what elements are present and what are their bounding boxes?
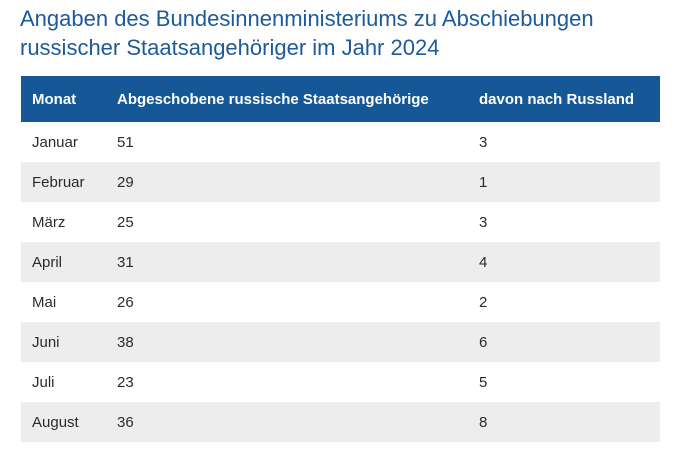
cell-to-russia: 3	[479, 133, 488, 151]
title-line-2: russischer Staatsangehöriger im Jahr 202…	[20, 35, 440, 60]
cell-deported: 25	[117, 213, 134, 231]
cell-month: Juni	[32, 333, 60, 351]
cell-to-russia: 4	[479, 253, 488, 271]
table-row: Mai 26 2	[21, 282, 660, 322]
table-row: April 31 4	[21, 242, 660, 282]
cell-deported: 38	[117, 333, 134, 351]
cell-month: Juli	[32, 373, 55, 391]
cell-to-russia: 5	[479, 373, 488, 391]
cell-month: April	[32, 253, 63, 271]
table-header: Monat Abgeschobene russische Staatsangeh…	[21, 76, 660, 122]
cell-deported: 26	[117, 293, 134, 311]
cell-month: August	[32, 413, 79, 431]
cell-deported: 31	[117, 253, 134, 271]
cell-to-russia: 2	[479, 293, 488, 311]
cell-to-russia: 8	[479, 413, 488, 431]
table-row: Juli 23 5	[21, 362, 660, 402]
cell-deported: 36	[117, 413, 134, 431]
title-line-1: Angaben des Bundesinnenministeriums zu A…	[20, 6, 594, 31]
table-row: Juni 38 6	[21, 322, 660, 362]
table-row: August 36 8	[21, 402, 660, 442]
cell-to-russia: 6	[479, 333, 488, 351]
table-body: Januar 51 3 Februar 29 1 März 25 3 April…	[21, 122, 660, 442]
table-row: Februar 29 1	[21, 162, 660, 202]
column-header-month: Monat	[32, 90, 77, 108]
cell-deported: 51	[117, 133, 134, 151]
column-header-to-russia: davon nach Russland	[479, 90, 635, 108]
cell-month: März	[32, 213, 66, 231]
cell-to-russia: 3	[479, 213, 488, 231]
cell-month: Januar	[32, 133, 78, 151]
table-row: März 25 3	[21, 202, 660, 242]
chart-title: Angaben des Bundesinnenministeriums zu A…	[20, 4, 670, 62]
cell-month: Februar	[32, 173, 85, 191]
cell-to-russia: 1	[479, 173, 488, 191]
deportation-table: Monat Abgeschobene russische Staatsangeh…	[21, 76, 660, 442]
column-header-deported: Abgeschobene russische Staatsangehörige	[117, 90, 429, 108]
cell-deported: 23	[117, 373, 134, 391]
table-row: Januar 51 3	[21, 122, 660, 162]
cell-month: Mai	[32, 293, 57, 311]
header-row: Monat Abgeschobene russische Staatsangeh…	[21, 76, 660, 122]
cell-deported: 29	[117, 173, 134, 191]
